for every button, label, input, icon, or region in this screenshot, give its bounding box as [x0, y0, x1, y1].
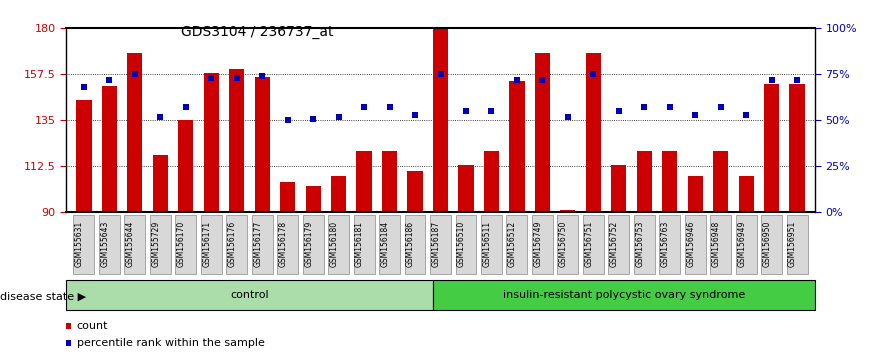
FancyBboxPatch shape — [353, 215, 374, 274]
Bar — [433, 28, 448, 212]
Text: GSM156176: GSM156176 — [227, 221, 237, 267]
Text: GSM156752: GSM156752 — [610, 221, 618, 267]
FancyBboxPatch shape — [659, 215, 680, 274]
Text: GSM156510: GSM156510 — [457, 221, 466, 267]
Bar — [66, 280, 433, 310]
Text: GSM156950: GSM156950 — [763, 221, 772, 268]
FancyBboxPatch shape — [558, 215, 578, 274]
Bar — [509, 81, 524, 212]
FancyBboxPatch shape — [150, 215, 171, 274]
Bar — [637, 151, 652, 212]
Bar — [382, 151, 397, 212]
Text: GSM156184: GSM156184 — [381, 221, 389, 267]
Bar — [306, 186, 321, 212]
FancyBboxPatch shape — [175, 215, 196, 274]
Text: GDS3104 / 236737_at: GDS3104 / 236737_at — [181, 25, 333, 39]
Text: GSM156949: GSM156949 — [737, 221, 746, 268]
FancyBboxPatch shape — [685, 215, 706, 274]
Text: GSM156177: GSM156177 — [253, 221, 263, 267]
Text: GSM156749: GSM156749 — [533, 221, 543, 268]
Text: GSM156951: GSM156951 — [788, 221, 797, 267]
Bar — [152, 155, 168, 212]
Bar — [713, 151, 729, 212]
Bar — [586, 53, 601, 212]
Bar — [611, 165, 626, 212]
Bar — [77, 100, 92, 212]
Text: GSM156948: GSM156948 — [712, 221, 721, 267]
FancyBboxPatch shape — [73, 215, 94, 274]
FancyBboxPatch shape — [226, 215, 248, 274]
FancyBboxPatch shape — [761, 215, 782, 274]
Text: GSM156763: GSM156763 — [661, 221, 670, 268]
Bar — [484, 151, 499, 212]
Text: GSM156751: GSM156751 — [584, 221, 593, 267]
Bar — [127, 53, 143, 212]
Text: insulin-resistant polycystic ovary syndrome: insulin-resistant polycystic ovary syndr… — [503, 290, 745, 300]
Bar — [663, 151, 677, 212]
FancyBboxPatch shape — [328, 215, 349, 274]
FancyBboxPatch shape — [787, 215, 808, 274]
FancyBboxPatch shape — [379, 215, 400, 274]
Text: GSM156753: GSM156753 — [635, 221, 644, 268]
Text: GSM155644: GSM155644 — [126, 221, 135, 268]
FancyBboxPatch shape — [633, 215, 655, 274]
Bar — [560, 210, 575, 212]
FancyBboxPatch shape — [124, 215, 145, 274]
Text: GSM155631: GSM155631 — [75, 221, 84, 267]
Bar — [433, 280, 815, 310]
Text: percentile rank within the sample: percentile rank within the sample — [77, 338, 264, 348]
Bar — [204, 73, 218, 212]
Bar — [229, 69, 244, 212]
FancyBboxPatch shape — [736, 215, 757, 274]
FancyBboxPatch shape — [404, 215, 426, 274]
Text: GSM156181: GSM156181 — [355, 221, 364, 267]
FancyBboxPatch shape — [481, 215, 502, 274]
Text: GSM156187: GSM156187 — [432, 221, 440, 267]
Text: GSM156511: GSM156511 — [483, 221, 492, 267]
FancyBboxPatch shape — [99, 215, 120, 274]
Text: control: control — [230, 290, 269, 300]
Bar — [331, 176, 346, 212]
Text: GSM156750: GSM156750 — [559, 221, 568, 268]
FancyBboxPatch shape — [532, 215, 553, 274]
Text: GSM156946: GSM156946 — [686, 221, 695, 268]
Bar — [407, 171, 423, 212]
Bar — [458, 165, 474, 212]
FancyBboxPatch shape — [252, 215, 272, 274]
Text: GSM156171: GSM156171 — [203, 221, 211, 267]
FancyBboxPatch shape — [455, 215, 477, 274]
FancyBboxPatch shape — [710, 215, 731, 274]
Text: GSM156180: GSM156180 — [329, 221, 338, 267]
Text: GSM155643: GSM155643 — [100, 221, 109, 268]
Text: GSM155729: GSM155729 — [152, 221, 160, 267]
Bar — [764, 84, 780, 212]
FancyBboxPatch shape — [609, 215, 629, 274]
FancyBboxPatch shape — [583, 215, 603, 274]
FancyBboxPatch shape — [507, 215, 528, 274]
FancyBboxPatch shape — [278, 215, 298, 274]
Bar — [101, 86, 117, 212]
Bar — [789, 84, 804, 212]
Bar — [357, 151, 372, 212]
Text: GSM156178: GSM156178 — [278, 221, 288, 267]
Text: count: count — [77, 321, 108, 331]
Bar — [687, 176, 703, 212]
Text: GSM156170: GSM156170 — [177, 221, 186, 267]
FancyBboxPatch shape — [303, 215, 323, 274]
Text: GSM156179: GSM156179 — [304, 221, 313, 267]
Text: GSM156186: GSM156186 — [406, 221, 415, 267]
Bar — [178, 120, 194, 212]
FancyBboxPatch shape — [430, 215, 451, 274]
Text: GSM156512: GSM156512 — [508, 221, 517, 267]
FancyBboxPatch shape — [201, 215, 222, 274]
Text: disease state ▶: disease state ▶ — [0, 291, 86, 301]
Bar — [280, 182, 295, 212]
Bar — [535, 53, 550, 212]
Bar — [738, 176, 754, 212]
Bar — [255, 78, 270, 212]
